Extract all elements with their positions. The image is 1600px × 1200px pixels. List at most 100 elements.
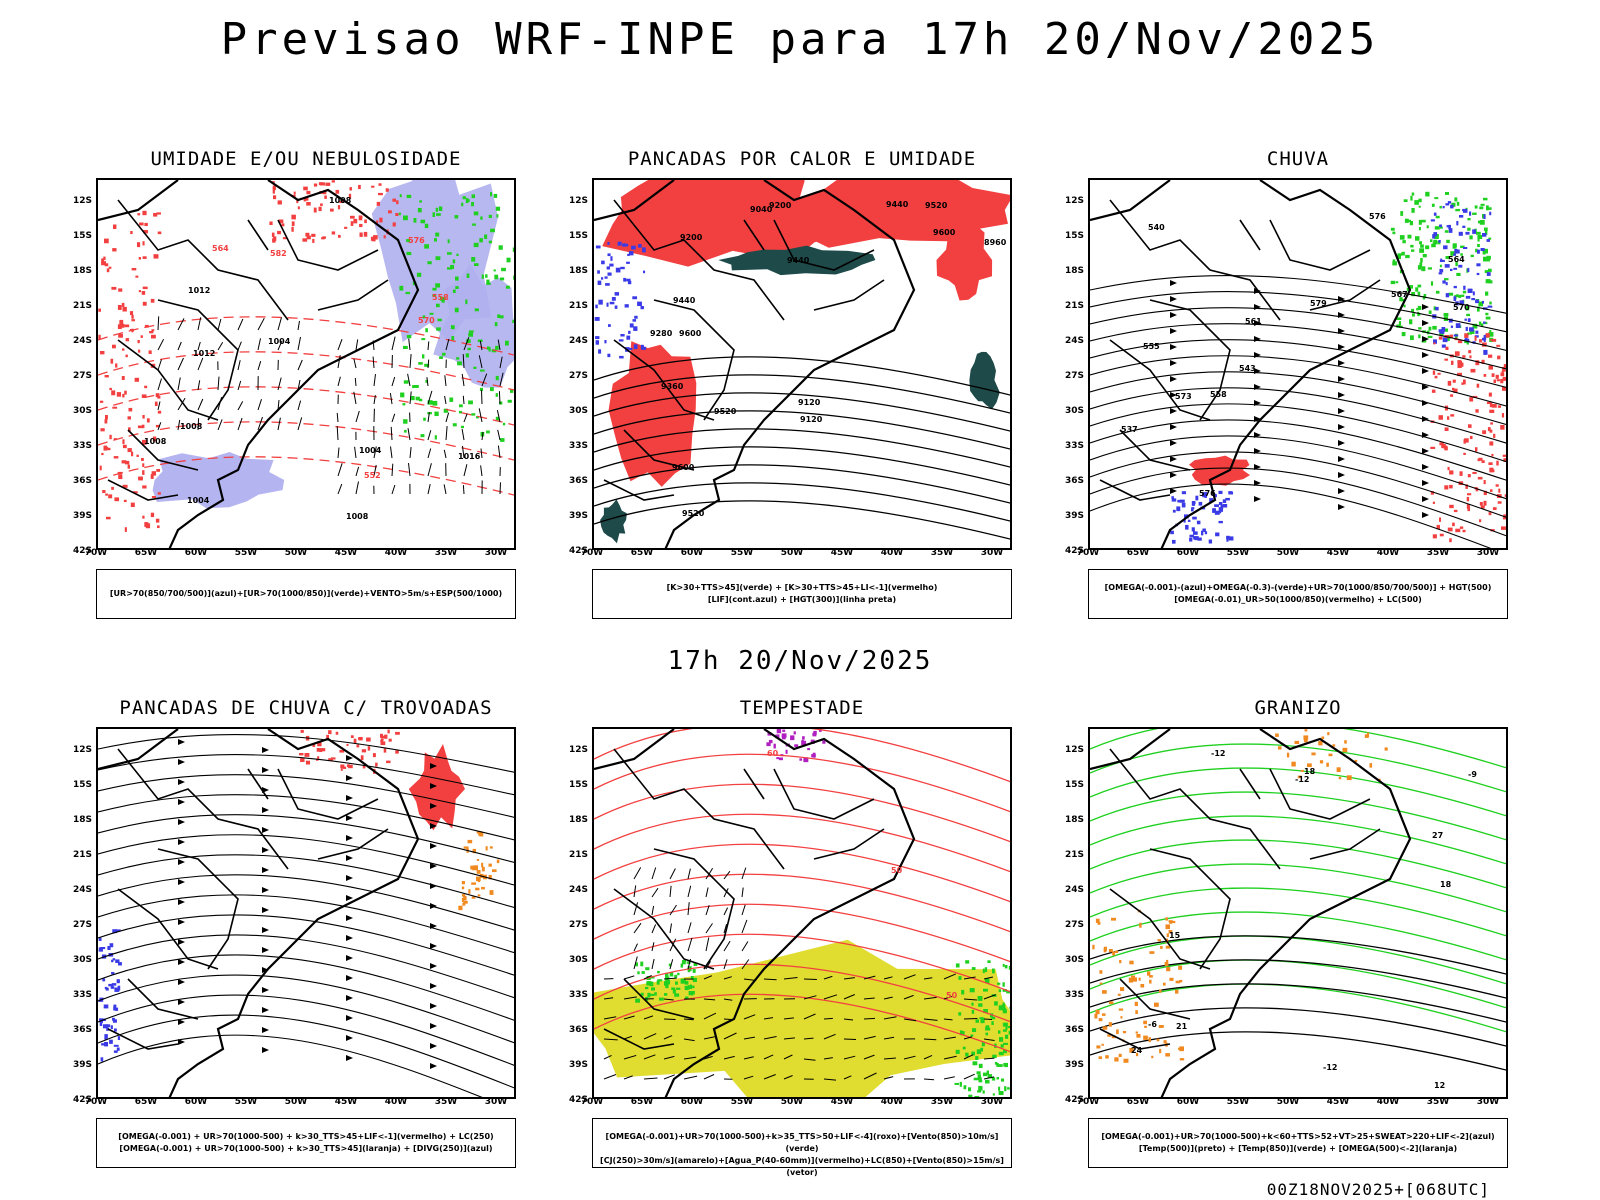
thunder-red-speckle [339,749,345,753]
hgt300-contour [594,446,1010,486]
humidity-red-speckle [155,518,160,523]
wind-vector [462,445,465,459]
thunder-red-speckle [300,729,304,733]
humidity-green-speckle [400,392,405,398]
wind-vector [669,885,672,898]
wind-vector [803,995,817,1000]
rain-green-speckle [1482,250,1486,255]
wind-vector [903,974,916,980]
humidity-red-speckle [142,256,147,259]
streamline-arrow [178,979,185,985]
lif-blue-contour [631,245,636,250]
wind850-green-speckle [994,1001,998,1006]
streamline-arrow [1422,400,1429,406]
humidity-red-speckle [306,235,311,240]
rain-red-speckle [1497,355,1501,360]
wind850-green-speckle [645,986,649,990]
rain-blue-speckle [1439,259,1445,263]
humidity-red-speckle [157,492,161,495]
wind-vector [391,336,396,351]
rain-red-speckle [1493,379,1497,384]
lif-blue-contour [640,306,644,310]
longitude-tick-label: 35W [1426,1097,1450,1107]
rain-red-speckle [1439,517,1442,522]
longitude-tick-label: 30W [484,1097,508,1107]
humidity-red-speckle [363,231,368,237]
humidity-red-speckle [153,254,159,259]
humidity-green-speckle [404,429,407,433]
longitude-tick-label: 70W [84,1097,108,1107]
humidity-red-speckle [105,415,108,420]
streamline-arrow [1422,464,1429,470]
omega-orange-speckle [1164,962,1169,967]
thunder-blue-speckle [116,979,120,984]
thunder-orange-speckle [461,886,465,890]
wind850-green-speckle [650,993,655,996]
storm-purple-speckle [811,754,816,758]
rain-blue-speckle [1189,537,1193,542]
wind-vector [763,1036,777,1040]
streamline-arrow [430,843,437,849]
rain-blue-speckle [1198,501,1203,506]
streamline-arrow [178,819,185,825]
omega-orange-speckle [1149,979,1152,984]
streamline-arrow [1254,304,1261,310]
rain-blue-speckle [1486,272,1491,276]
thunder-red-speckle [340,768,343,771]
precipitable-water-contour [594,783,1010,843]
latitude-tick-label: 21S [1064,850,1084,860]
omega-orange-speckle [1328,753,1333,757]
wind850-green-speckle [978,1063,983,1069]
rain-green-speckle [1445,192,1450,195]
wind-vector [197,357,204,371]
rain-red-speckle [1462,529,1466,533]
humidity-green-speckle [420,434,425,438]
humidity-green-speckle [425,379,428,383]
wind-vector [177,419,181,431]
rain-red-speckle [1497,405,1502,408]
thunder-blue-speckle [117,1036,121,1040]
rain-red-speckle [1481,359,1485,364]
omega-orange-speckle [1128,977,1134,983]
humidity-red-speckle [121,376,125,380]
streamline-arrow [178,939,185,945]
wind850-green-speckle [637,971,640,975]
wind-vector [623,1035,633,1040]
rain-green-speckle [1404,218,1409,223]
storm-purple-speckle [807,748,811,751]
humidity-red-speckle [142,415,145,419]
wind-vector [923,1078,935,1081]
humidity-red-speckle [371,185,375,188]
rain-blue-speckle [1455,249,1460,254]
streamline-arrow [346,775,353,781]
rain-red-area [1189,455,1250,486]
wind-vector [663,1018,676,1020]
temp850-contour [1090,815,1506,865]
wind-vector [743,1075,754,1080]
rain-red-speckle [1492,507,1497,511]
hgt300-contour [594,500,1010,540]
humidity-red-speckle [104,238,109,244]
wind-vector [923,1038,937,1041]
rain-green-speckle [1434,226,1440,230]
wind-vector [651,924,657,934]
rain-red-speckle [1467,493,1472,496]
rain-red-speckle [1489,441,1494,446]
rain-red-speckle [1444,358,1449,361]
rain-green-speckle [1484,227,1488,231]
contour-label: 537 [1121,425,1138,434]
rain-green-speckle [1474,205,1478,209]
latitude-tick-label: 39S [1064,1060,1084,1070]
wind-vector [683,1038,695,1042]
rain-green-speckle [1467,218,1471,221]
rain-green-speckle [1403,199,1408,203]
rain-green-speckle [1419,248,1425,253]
omega-orange-speckle [1311,752,1316,756]
omega-orange-speckle [1304,729,1308,732]
panel-legend: [OMEGA(-0.001)-(azul)+OMEGA(-0.3)-(verde… [1088,569,1508,619]
contour-label: 24 [1131,1046,1143,1055]
rain-red-speckle [1492,338,1497,342]
rain-red-speckle [1469,355,1472,359]
omega-orange-speckle [1307,763,1312,768]
